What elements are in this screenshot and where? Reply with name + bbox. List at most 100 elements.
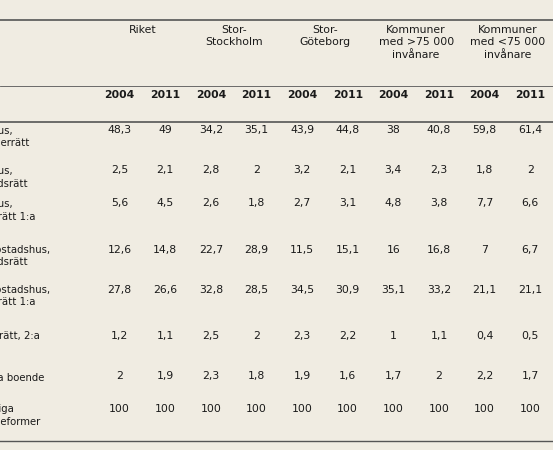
Text: Småhus,
hyresrätt 1:a
hand: Småhus, hyresrätt 1:a hand xyxy=(0,198,35,234)
Text: 27,8: 27,8 xyxy=(107,285,132,295)
Text: 2004: 2004 xyxy=(378,90,409,100)
Text: 30,9: 30,9 xyxy=(336,285,360,295)
Text: 2,8: 2,8 xyxy=(202,165,220,175)
Text: Stor-
Göteborg: Stor- Göteborg xyxy=(299,25,351,47)
Text: 2: 2 xyxy=(253,331,260,342)
Text: 1,8: 1,8 xyxy=(248,372,265,382)
Text: 14,8: 14,8 xyxy=(153,245,178,255)
Text: 2004: 2004 xyxy=(105,90,135,100)
Text: 2,3: 2,3 xyxy=(294,331,311,342)
Text: 16,8: 16,8 xyxy=(427,245,451,255)
Text: 2,5: 2,5 xyxy=(111,165,128,175)
Text: 0,4: 0,4 xyxy=(476,331,493,342)
Text: 5,6: 5,6 xyxy=(111,198,128,208)
Text: 6,6: 6,6 xyxy=(521,198,539,208)
Text: Flerbostadshus,
hyresrätt 1:a
hand: Flerbostadshus, hyresrätt 1:a hand xyxy=(0,285,50,320)
Text: 100: 100 xyxy=(520,405,541,414)
Text: 2011: 2011 xyxy=(424,90,454,100)
Text: 1: 1 xyxy=(390,331,397,342)
Text: 100: 100 xyxy=(474,405,495,414)
Text: 3,1: 3,1 xyxy=(339,198,356,208)
Text: 2,3: 2,3 xyxy=(202,372,220,382)
Text: 49: 49 xyxy=(158,125,172,135)
Text: 59,8: 59,8 xyxy=(472,125,497,135)
Text: 11,5: 11,5 xyxy=(290,245,314,255)
Text: 33,2: 33,2 xyxy=(427,285,451,295)
Text: 100: 100 xyxy=(200,405,221,414)
Text: 12,6: 12,6 xyxy=(107,245,132,255)
Text: 34,5: 34,5 xyxy=(290,285,314,295)
Text: 2011: 2011 xyxy=(333,90,363,100)
Text: 1,8: 1,8 xyxy=(248,198,265,208)
Text: 1,8: 1,8 xyxy=(476,165,493,175)
Text: 21,1: 21,1 xyxy=(472,285,497,295)
Text: 6,7: 6,7 xyxy=(521,245,539,255)
Text: 2011: 2011 xyxy=(515,90,545,100)
Text: 100: 100 xyxy=(155,405,176,414)
Text: 1,9: 1,9 xyxy=(294,372,311,382)
Text: 15,1: 15,1 xyxy=(336,245,360,255)
Text: Kommuner
med >75 000
invånare: Kommuner med >75 000 invånare xyxy=(378,25,454,59)
Text: 1,2: 1,2 xyxy=(111,331,128,342)
Text: 2: 2 xyxy=(527,165,534,175)
Text: 7,7: 7,7 xyxy=(476,198,493,208)
Text: 4,8: 4,8 xyxy=(385,198,402,208)
Text: 26,6: 26,6 xyxy=(153,285,178,295)
Text: 2011: 2011 xyxy=(242,90,272,100)
Text: 38: 38 xyxy=(387,125,400,135)
Text: 2,3: 2,3 xyxy=(430,165,447,175)
Text: 1,1: 1,1 xyxy=(430,331,447,342)
Text: 3,4: 3,4 xyxy=(385,165,402,175)
Text: 28,5: 28,5 xyxy=(244,285,269,295)
Text: 7: 7 xyxy=(481,245,488,255)
Text: 48,3: 48,3 xyxy=(107,125,132,135)
Text: 2: 2 xyxy=(116,372,123,382)
Text: 16: 16 xyxy=(387,245,400,255)
Text: Småhus,
äganderrätt: Småhus, äganderrätt xyxy=(0,125,30,148)
Text: Stor-
Stockholm: Stor- Stockholm xyxy=(205,25,263,47)
Text: 22,7: 22,7 xyxy=(199,245,223,255)
Text: Småhus,
bostadsrätt: Småhus, bostadsrätt xyxy=(0,165,28,189)
Text: 21,1: 21,1 xyxy=(518,285,542,295)
Text: 3,2: 3,2 xyxy=(294,165,311,175)
Text: 0,5: 0,5 xyxy=(521,331,539,342)
Text: 1,9: 1,9 xyxy=(156,372,174,382)
Text: 43,9: 43,9 xyxy=(290,125,314,135)
Text: Kommuner
med <75 000
invånare: Kommuner med <75 000 invånare xyxy=(469,25,545,59)
Text: 2,5: 2,5 xyxy=(202,331,220,342)
Text: 28,9: 28,9 xyxy=(244,245,269,255)
Text: 1,1: 1,1 xyxy=(156,331,174,342)
Text: 1,7: 1,7 xyxy=(521,372,539,382)
Text: Riket: Riket xyxy=(129,25,156,35)
Text: 35,1: 35,1 xyxy=(244,125,269,135)
Text: 61,4: 61,4 xyxy=(518,125,542,135)
Text: 1,6: 1,6 xyxy=(339,372,356,382)
Text: Hyresrätt, 2:a
hand: Hyresrätt, 2:a hand xyxy=(0,331,39,354)
Text: 2011: 2011 xyxy=(150,90,180,100)
Text: 100: 100 xyxy=(337,405,358,414)
Text: 2004: 2004 xyxy=(196,90,226,100)
Text: Flerbostadshus,
bostadsrätt: Flerbostadshus, bostadsrätt xyxy=(0,245,50,267)
Text: 2,6: 2,6 xyxy=(202,198,220,208)
Text: 2: 2 xyxy=(253,165,260,175)
Text: 2,1: 2,1 xyxy=(339,165,356,175)
Text: 2,2: 2,2 xyxy=(476,372,493,382)
Text: 34,2: 34,2 xyxy=(199,125,223,135)
Text: 2004: 2004 xyxy=(287,90,317,100)
Text: Övriga boende: Övriga boende xyxy=(0,372,44,383)
Text: 100: 100 xyxy=(109,405,130,414)
Text: 2,7: 2,7 xyxy=(294,198,311,208)
Text: 1,7: 1,7 xyxy=(385,372,402,382)
Text: 100: 100 xyxy=(291,405,312,414)
Text: 40,8: 40,8 xyxy=(427,125,451,135)
Text: 100: 100 xyxy=(383,405,404,414)
Text: 2,1: 2,1 xyxy=(156,165,174,175)
Text: 44,8: 44,8 xyxy=(336,125,360,135)
Text: 35,1: 35,1 xyxy=(381,285,405,295)
Text: 32,8: 32,8 xyxy=(199,285,223,295)
Text: 100: 100 xyxy=(246,405,267,414)
Text: Samtliga
boendeformer: Samtliga boendeformer xyxy=(0,405,41,427)
Text: 2: 2 xyxy=(436,372,442,382)
Text: 100: 100 xyxy=(429,405,450,414)
Text: 2004: 2004 xyxy=(469,90,500,100)
